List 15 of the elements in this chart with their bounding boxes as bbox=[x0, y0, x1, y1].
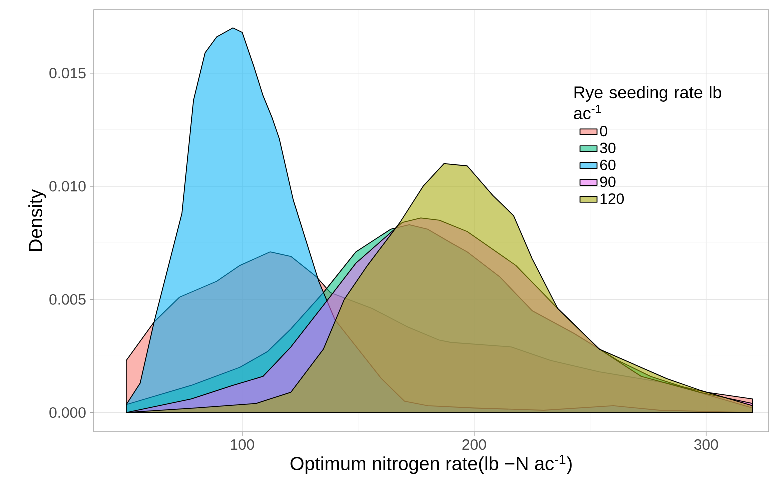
x-tick-label: 100 bbox=[231, 440, 254, 450]
x-axis-title: Optimum nitrogen rate(lb −N ac$^{-1}$) bbox=[290, 454, 572, 474]
x-tick-label: 300 bbox=[694, 440, 718, 450]
legend-label: 0 bbox=[600, 126, 608, 137]
y-tick-label: 0.010 bbox=[50, 181, 86, 192]
y-tick-label: 0.015 bbox=[50, 68, 86, 79]
x-tick-label: 200 bbox=[462, 440, 486, 450]
y-tick-label: 0.000 bbox=[50, 407, 86, 418]
y-axis-title: Density bbox=[28, 189, 46, 252]
legend-title: Rye seeding rate lb ac$^{-1}$ bbox=[574, 86, 722, 120]
legend-label: 90 bbox=[600, 176, 616, 188]
y-tick-label: 0.005 bbox=[50, 294, 86, 305]
legend-label: 120 bbox=[600, 194, 624, 204]
legend-label: 30 bbox=[600, 142, 616, 154]
legend-label: 60 bbox=[600, 160, 616, 170]
